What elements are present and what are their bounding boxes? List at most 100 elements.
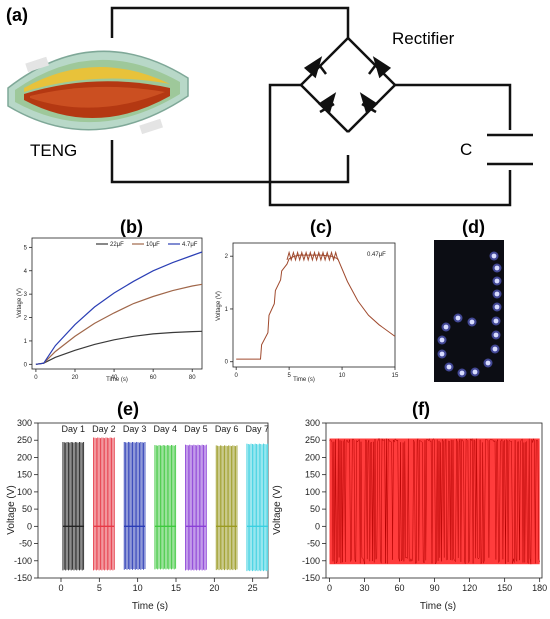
f-ytick-label: 100: [305, 487, 320, 497]
b-legend-label: 22μF: [110, 242, 124, 248]
led-light: [485, 360, 491, 366]
e-series-label: Day 6: [215, 424, 239, 434]
chart-e: (e) Voltage (V) Time (s) 0 5 10 15 20 25 -150 -…: [6, 399, 269, 612]
b-ytick-label: 2: [24, 316, 28, 322]
b-ylabel: Voltage (V): [17, 288, 23, 318]
f-ytick-label: 50: [310, 504, 320, 514]
c-xtick-label: 5: [287, 373, 291, 379]
e-ytick-label: 100: [17, 487, 32, 497]
panel-a: (a) Rectifier TENG C: [6, 5, 533, 207]
led-light: [446, 364, 452, 370]
c-plot-frame: [232, 242, 396, 368]
f-ytick-label: -100: [302, 556, 320, 566]
capacitor-label: C: [460, 140, 472, 159]
led-light: [494, 278, 500, 284]
e-series-label: Day 5: [184, 424, 208, 434]
b-ytick-label: 3: [24, 292, 28, 298]
c-ripple-line: [286, 250, 339, 262]
f-xtick-label: 180: [532, 583, 547, 593]
c-xtick-label: 0: [235, 373, 239, 379]
led-light: [439, 351, 445, 357]
panel-label-a: (a): [6, 5, 28, 25]
f-series-line: [329, 437, 540, 565]
led-light: [494, 291, 500, 297]
led-light: [459, 370, 465, 376]
led-light: [493, 332, 499, 338]
f-xtick-label: 30: [360, 583, 370, 593]
e-ytick-label: -50: [19, 539, 32, 549]
e-xtick-label: 10: [133, 583, 143, 593]
e-xtick-label: 25: [248, 583, 258, 593]
e-series-2: Day 2: [92, 424, 116, 571]
panel-label-d: (d): [462, 217, 485, 237]
e-ytick-label: 300: [17, 418, 32, 428]
panel-label-c: (c): [310, 217, 332, 237]
e-series-label: Day 7: [246, 424, 270, 434]
e-xtick-label: 5: [97, 583, 102, 593]
b-series-line: [35, 251, 203, 365]
diode-icon: [372, 56, 392, 79]
b-xtick-label: 60: [150, 375, 157, 381]
e-series-6: Day 6: [215, 424, 239, 571]
led-array: [437, 251, 502, 378]
chart-b: (b) Voltage (V) Time (s) 0 20 40 60 80 0 1 2 3 4 5…: [17, 217, 203, 383]
e-series-1: Day 1: [62, 424, 86, 571]
f-xtick-label: 150: [497, 583, 512, 593]
led-light: [443, 324, 449, 330]
led-light: [493, 318, 499, 324]
c-xtick-label: 15: [392, 373, 399, 379]
b-xlabel: Time (s): [106, 377, 128, 383]
b-series-line: [35, 330, 203, 365]
led-light: [491, 253, 497, 259]
c-xlabel: Time (s): [293, 377, 315, 383]
c-ylabel: Voltage (V): [216, 291, 222, 321]
panel-label-e: (e): [117, 399, 139, 419]
e-ytick-label: 250: [17, 435, 32, 445]
led-light: [472, 369, 478, 375]
led-photo: [434, 240, 504, 382]
diode-icon: [303, 56, 323, 79]
e-xtick-label: 0: [58, 583, 63, 593]
b-legend: 22μF 10μF 4.7μF: [96, 242, 198, 248]
chart-c: (c) Voltage (V) Time (s) 0.47μF 0 5 10 15 0 1…: [216, 217, 399, 383]
e-ytick-label: 200: [17, 452, 32, 462]
f-ytick-label: 250: [305, 435, 320, 445]
b-ytick-label: 0: [24, 362, 28, 368]
e-series-label: Day 3: [123, 424, 147, 434]
e-series-4: Day 4: [154, 424, 177, 570]
e-ytick-label: 0: [27, 521, 32, 531]
e-xtick-label: 15: [171, 583, 181, 593]
circuit-wires: [110, 6, 533, 207]
c-xtick-label: 10: [339, 373, 346, 379]
f-xtick-label: 120: [462, 583, 477, 593]
e-series-3: Day 3: [123, 424, 147, 570]
teng-device-illustration: [7, 50, 189, 135]
e-ytick-label: 50: [22, 504, 32, 514]
panel-label-f: (f): [412, 399, 430, 419]
b-legend-label: 4.7μF: [182, 242, 198, 248]
f-ytick-label: 300: [305, 418, 320, 428]
b-series-line: [35, 283, 203, 365]
c-ytick-label: 1: [225, 307, 229, 313]
led-light: [469, 319, 475, 325]
panel-d: (d): [434, 217, 504, 382]
b-xtick-label: 20: [72, 375, 79, 381]
bridge-rectifier: [300, 37, 396, 133]
e-series-label: Day 1: [62, 424, 86, 434]
panel-label-b: (b): [120, 217, 143, 237]
chart-f: (f) Voltage (V) Time (s) 0 30 60 90 120 150 18…: [272, 399, 547, 612]
f-ytick-label: -150: [302, 573, 320, 583]
b-ytick-label: 5: [24, 245, 28, 251]
f-ylabel: Voltage (V): [272, 485, 283, 534]
e-ytick-label: -150: [14, 573, 32, 583]
e-ytick-label: 150: [17, 470, 32, 480]
f-xlabel: Time (s): [420, 601, 456, 612]
e-xtick-label: 20: [209, 583, 219, 593]
rectifier-label: Rectifier: [392, 29, 455, 48]
e-series-5: Day 5: [184, 424, 208, 571]
led-light: [494, 304, 500, 310]
f-xtick-label: 60: [395, 583, 405, 593]
led-light: [492, 346, 498, 352]
c-series-line: [236, 254, 396, 360]
